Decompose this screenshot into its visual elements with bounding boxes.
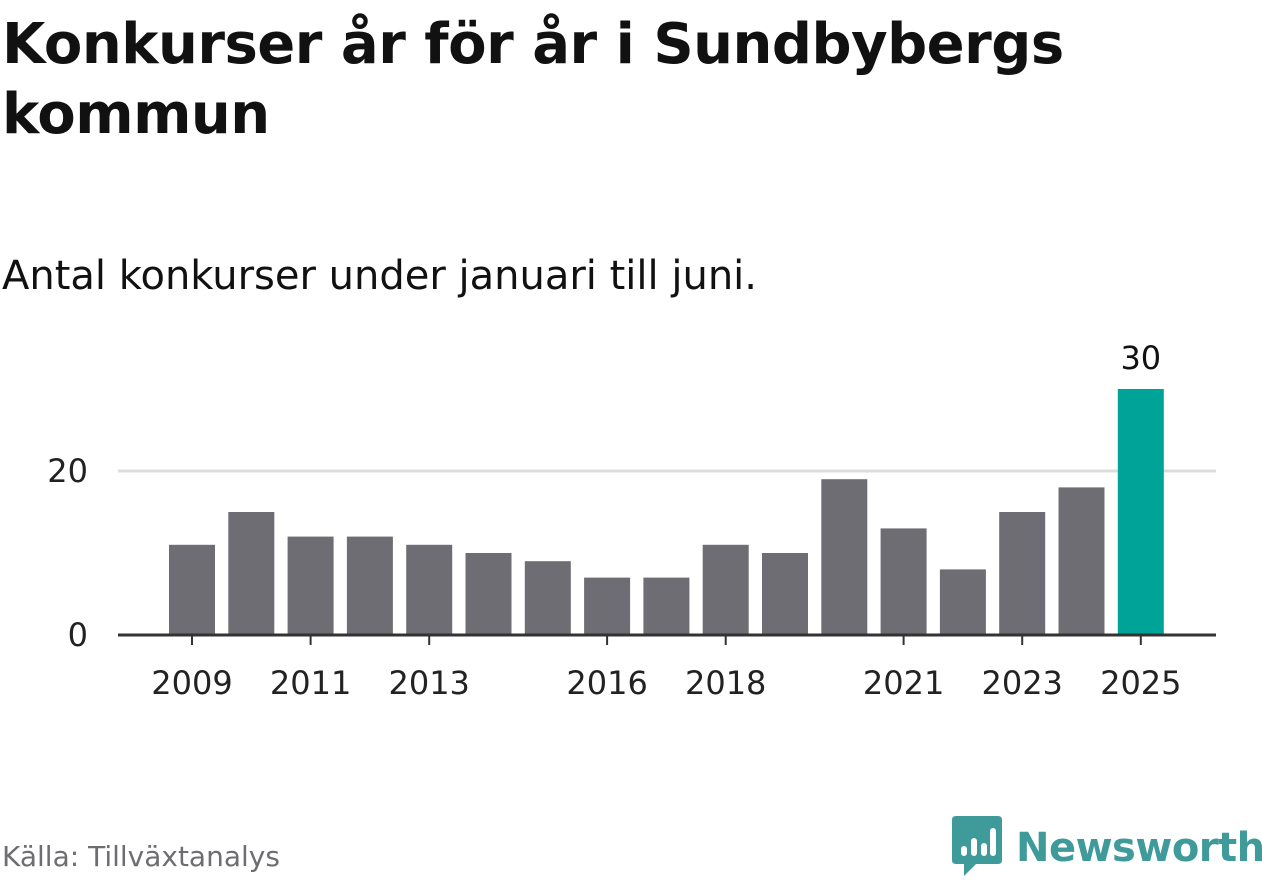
bar-2018 <box>702 544 749 635</box>
bar-2022 <box>939 569 986 635</box>
y-tick-label-20: 20 <box>47 452 88 490</box>
brand-logo: Newsworthy <box>952 816 1262 880</box>
bar-2015 <box>524 561 571 635</box>
source-text: Källa: Tillväxtanalys <box>2 840 280 873</box>
bar-2025 <box>1117 389 1164 635</box>
bar-2019 <box>762 553 808 635</box>
x-tick-label-2023: 2023 <box>981 664 1062 702</box>
brand-name: Newsworthy <box>1016 825 1262 871</box>
chart-title: Konkurser år för år i Sundbybergs kommun <box>2 12 1064 147</box>
chart-subtitle: Antal konkurser under januari till juni. <box>2 253 757 299</box>
x-tick-label-2009: 2009 <box>151 664 232 702</box>
newsworthy-bar-chart-icon <box>952 816 1002 880</box>
bar-2017 <box>643 577 690 635</box>
bar-2010 <box>228 512 275 635</box>
bar-2011 <box>287 536 334 635</box>
x-tick-label-2013: 2013 <box>388 664 469 702</box>
bar-2020 <box>821 479 868 635</box>
bar-2021 <box>880 528 927 635</box>
x-tick-label-2021: 2021 <box>863 664 944 702</box>
bar-2009 <box>169 544 215 635</box>
x-tick-label-2018: 2018 <box>685 664 766 702</box>
bar-2023 <box>999 512 1046 635</box>
bar-2014 <box>465 553 512 635</box>
bar-2012 <box>346 536 393 635</box>
y-tick-label-0: 0 <box>68 616 88 654</box>
data-label-2025: 30 <box>1120 339 1161 377</box>
x-tick-label-2025: 2025 <box>1100 664 1181 702</box>
bar-2016 <box>584 577 631 635</box>
bar-2024 <box>1058 487 1105 635</box>
bar-2013 <box>406 544 453 635</box>
x-tick-label-2016: 2016 <box>566 664 647 702</box>
x-tick-label-2011: 2011 <box>270 664 351 702</box>
